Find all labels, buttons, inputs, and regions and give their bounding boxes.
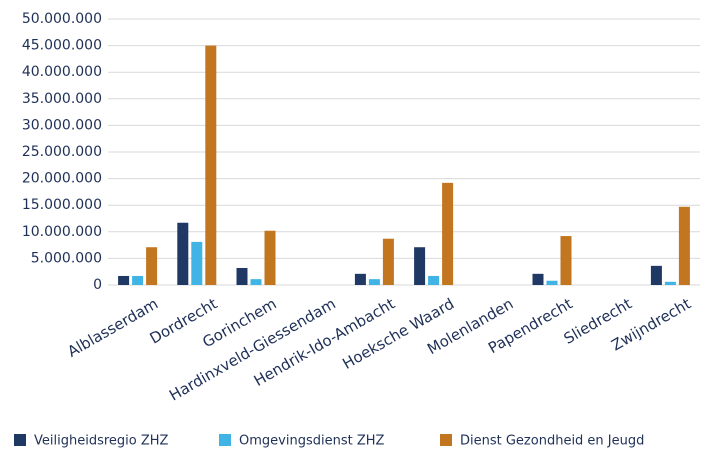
bar [664, 281, 676, 285]
bar [205, 45, 217, 285]
legend-label: Omgevingsdienst ZHZ [239, 434, 385, 449]
legend-swatch [219, 434, 231, 446]
x-tick-label: Alblasserdam [64, 295, 161, 361]
y-tick-label: 40.000.000 [22, 64, 102, 80]
y-tick-label: 15.000.000 [22, 197, 102, 213]
bar [546, 280, 558, 285]
bar [132, 275, 144, 285]
y-tick-label: 30.000.000 [22, 117, 102, 133]
bar [428, 275, 440, 285]
bar [177, 222, 189, 285]
bar [532, 273, 544, 285]
bar [560, 236, 572, 285]
bar [118, 275, 130, 285]
bar [354, 273, 366, 285]
bar [250, 279, 262, 285]
bar [678, 206, 690, 285]
y-tick-label: 20.000.000 [22, 171, 102, 187]
bar [414, 247, 426, 285]
bar [382, 238, 394, 285]
bar [368, 279, 380, 285]
y-tick-label: 10.000.000 [22, 224, 102, 240]
bar [146, 247, 158, 285]
bar [191, 241, 203, 285]
legend-swatch [14, 434, 26, 446]
y-tick-label: 0 [93, 277, 102, 293]
y-tick-label: 25.000.000 [22, 144, 102, 160]
y-tick-label: 45.000.000 [22, 38, 102, 54]
bar [650, 265, 662, 285]
legend-label: Dienst Gezondheid en Jeugd [460, 434, 644, 449]
y-tick-label: 35.000.000 [22, 91, 102, 107]
y-tick-label: 50.000.000 [22, 11, 102, 27]
legend-label: Veiligheidsregio ZHZ [34, 434, 169, 449]
bar [264, 230, 276, 285]
bar [442, 182, 454, 285]
bar [236, 267, 248, 285]
y-tick-label: 5.000.000 [31, 250, 102, 266]
legend-swatch [440, 434, 452, 446]
